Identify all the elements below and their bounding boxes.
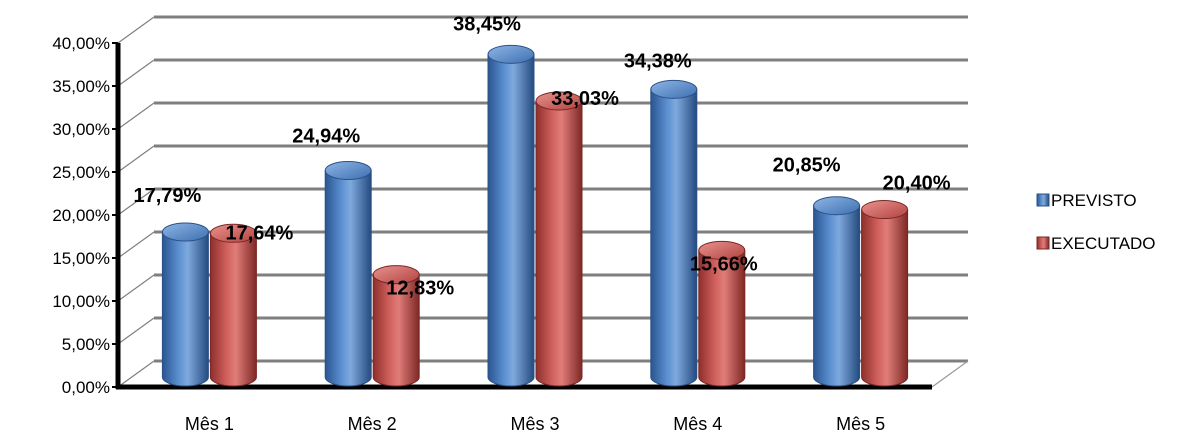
- bar-previsto: [161, 222, 209, 387]
- gridline-depth: [117, 188, 155, 216]
- bar-body: [861, 209, 909, 387]
- gridline-depth: [117, 274, 155, 302]
- y-tick-label: 40,00%: [52, 34, 110, 53]
- bar-cap: [535, 91, 583, 111]
- data-label: 15,66%: [690, 253, 758, 275]
- bar-body: [209, 232, 257, 387]
- bar-body: [324, 170, 372, 387]
- bar-body: [650, 88, 698, 387]
- data-label: 24,94%: [292, 126, 360, 148]
- gridline-depth: [117, 317, 155, 345]
- bar-previsto: [650, 79, 698, 387]
- bar-previsto: [324, 161, 372, 387]
- bars: [161, 44, 909, 387]
- y-tick-label: 5,00%: [62, 335, 110, 354]
- gridline-depth: [117, 145, 155, 173]
- y-tick-label: 0,00%: [62, 378, 110, 397]
- bar-cap: [813, 196, 861, 216]
- x-category-label: Mês 4: [673, 414, 722, 434]
- legend-label: EXECUTADO: [1051, 234, 1156, 253]
- bar-executado: [861, 200, 909, 387]
- bar-cap: [698, 240, 746, 260]
- bar-executado: [372, 265, 420, 387]
- bar-body: [372, 274, 420, 387]
- bar-body: [813, 205, 861, 387]
- data-label: 12,83%: [386, 278, 454, 300]
- legend-swatch: [1036, 193, 1050, 207]
- floor-edge: [931, 360, 969, 388]
- y-tick-label: 20,00%: [52, 206, 110, 225]
- data-label: 33,03%: [551, 88, 619, 110]
- x-category-label: Mês 2: [348, 414, 397, 434]
- bar-body: [698, 249, 746, 387]
- bar-body: [161, 231, 209, 387]
- bar-cap: [324, 161, 372, 181]
- bar-cap: [209, 223, 257, 243]
- x-category-label: Mês 1: [185, 414, 234, 434]
- gridline-depth: [117, 231, 155, 259]
- legend-item-previsto: PREVISTO: [1036, 191, 1137, 210]
- bar-cap: [861, 200, 909, 220]
- y-tick-label: 30,00%: [52, 120, 110, 139]
- data-label: 38,45%: [453, 13, 521, 35]
- axes: 0,00% 5,00% 10,00% 15,00% 20,00% 25,00% 30,00%…: [52, 34, 932, 434]
- gridline-depth: [117, 16, 155, 44]
- bar-body: [487, 53, 535, 387]
- y-tick-label: 10,00%: [52, 292, 110, 311]
- bar-executado: [698, 240, 746, 387]
- data-labels: 17,79% 17,64% 24,94% 12,83% 38,45% 33,03%34,3…: [133, 13, 950, 299]
- bar-cap: [650, 79, 698, 99]
- bar-previsto: [487, 44, 535, 387]
- legend-label: PREVISTO: [1051, 191, 1137, 210]
- legend: PREVISTO EXECUTADO: [1036, 191, 1156, 253]
- x-category-label: Mês 3: [510, 414, 559, 434]
- data-label: 20,85%: [773, 155, 841, 177]
- gridline-depth: [117, 102, 155, 130]
- data-label: 34,38%: [624, 50, 692, 72]
- bar-cap: [372, 265, 420, 285]
- bar-cap: [161, 222, 209, 242]
- legend-item-executado: EXECUTADO: [1036, 234, 1156, 253]
- gridline-depth: [117, 59, 155, 87]
- bar-previsto: [813, 196, 861, 387]
- bar-cap: [487, 44, 535, 64]
- bar-executado: [535, 91, 583, 387]
- data-label: 17,64%: [225, 222, 293, 244]
- x-category-label: Mês 5: [836, 414, 885, 434]
- y-tick-label: 35,00%: [52, 77, 110, 96]
- gridline-depth: [117, 360, 155, 388]
- legend-swatch: [1036, 236, 1050, 250]
- data-label: 17,79%: [133, 185, 201, 207]
- data-label: 20,40%: [883, 173, 951, 195]
- y-tick-label: 15,00%: [52, 249, 110, 268]
- bar-executado: [209, 223, 257, 387]
- bar-body: [535, 100, 583, 387]
- y-tick-label: 25,00%: [52, 163, 110, 182]
